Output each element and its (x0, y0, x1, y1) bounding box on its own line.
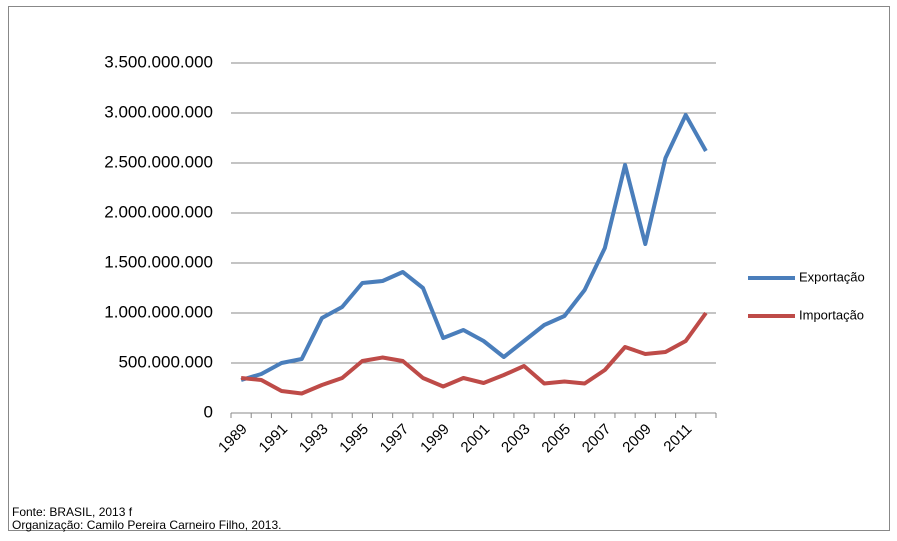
y-tick-label: 500.000.000 (118, 352, 213, 371)
source-note: Fonte: BRASIL, 2013 f (12, 505, 133, 519)
legend-label: Exportação (799, 269, 865, 284)
y-tick-label: 3.000.000.000 (104, 102, 213, 121)
data-line (240, 311, 708, 396)
chart-frame (8, 6, 890, 531)
legend-label: Importação (799, 307, 864, 322)
y-tick-label: 1.500.000.000 (104, 252, 213, 271)
y-tick-label: 3.500.000.000 (104, 52, 213, 71)
organization-note: Organização: Camilo Pereira Carneiro Fil… (12, 518, 281, 532)
y-tick-label: 0 (204, 402, 213, 421)
y-tick-label: 1.000.000.000 (104, 302, 213, 321)
y-tick-label: 2.000.000.000 (104, 202, 213, 221)
data-line (240, 113, 708, 382)
y-tick-label: 2.500.000.000 (104, 152, 213, 171)
